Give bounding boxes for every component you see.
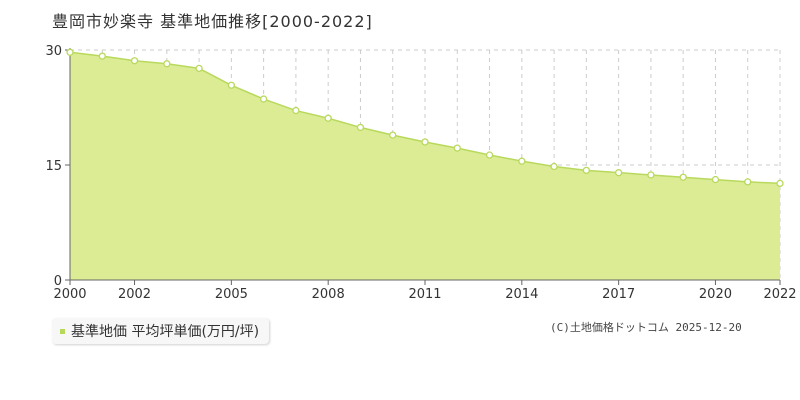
x-tick-label: 2011	[408, 287, 441, 302]
data-point	[356, 123, 365, 132]
x-tick-label: 2022	[763, 287, 796, 302]
data-point	[711, 175, 720, 184]
y-tick-label: 0	[54, 274, 62, 289]
copyright-text: (C)土地価格ドットコム 2025-12-20	[550, 321, 742, 334]
data-point	[163, 60, 171, 68]
data-point	[98, 52, 106, 60]
data-point	[227, 81, 236, 89]
series-area-fill	[70, 52, 780, 280]
x-tick-label: 2005	[215, 287, 248, 302]
data-point	[744, 178, 752, 186]
y-tick-label: 15	[45, 159, 62, 174]
data-point	[776, 179, 784, 188]
data-point	[679, 173, 687, 181]
data-point	[292, 106, 300, 115]
series-area	[69, 51, 781, 280]
legend: 基準地価 平均坪単価(万円/坪)	[52, 318, 270, 344]
x-tick-label: 2000	[53, 287, 86, 302]
data-point	[389, 131, 397, 139]
tick-labels: 0 15 30 2000 2002 2005 2008 2011 2014 2017 2020 202…	[45, 44, 796, 302]
data-point	[421, 138, 429, 146]
x-tick-label: 2008	[312, 287, 345, 302]
x-tick-label: 2017	[602, 287, 635, 302]
data-point	[550, 162, 558, 171]
data-point	[66, 48, 74, 56]
legend-label: 基準地価 平均坪単価(万円/坪)	[71, 324, 260, 340]
data-point	[453, 144, 461, 152]
legend-swatch	[60, 328, 65, 334]
data-point	[518, 157, 526, 165]
axes	[65, 48, 781, 285]
data-point	[485, 151, 494, 159]
data-point	[647, 171, 655, 179]
data-point	[614, 169, 623, 177]
data-point	[259, 95, 268, 103]
data-point	[582, 166, 591, 175]
y-tick-label: 30	[45, 44, 62, 59]
x-tick-label: 2014	[505, 287, 538, 302]
data-point	[130, 57, 139, 65]
x-tick-label: 2020	[699, 287, 732, 302]
chart-title: 豊岡市妙楽寺 基準地価推移[2000-2022]	[52, 12, 373, 31]
data-point	[324, 114, 332, 122]
data-point	[195, 64, 203, 73]
x-tick-label: 2002	[118, 287, 151, 302]
data-points	[66, 48, 784, 188]
